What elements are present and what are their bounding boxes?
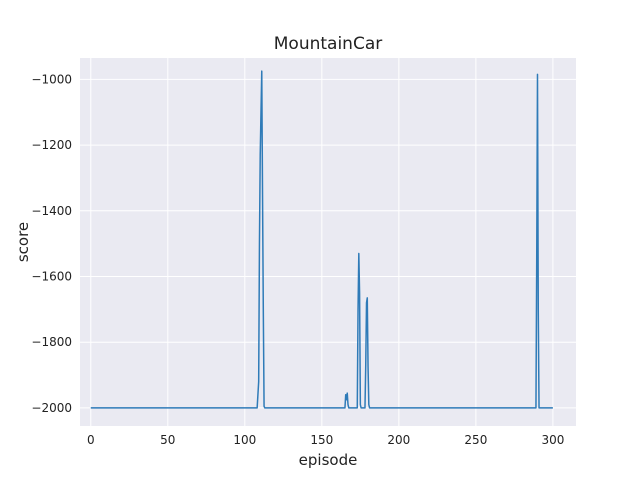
y-tick-label: −1400: [31, 204, 72, 218]
grid: [80, 58, 576, 426]
y-tick-label: −1600: [31, 270, 72, 284]
tick-labels: 0 50 100 150 200 250 300 −2000 −1800 −1600 −1400 −1…: [31, 72, 564, 447]
x-tick-label: 50: [160, 433, 175, 447]
x-tick-label: 150: [310, 433, 333, 447]
y-tick-label: −1200: [31, 138, 72, 152]
plot-area: [80, 58, 576, 426]
x-tick-label: 0: [87, 433, 95, 447]
x-tick-label: 200: [387, 433, 410, 447]
chart-title: MountainCar: [274, 34, 382, 54]
series-line-0: [90, 70, 553, 409]
y-tick-label: −2000: [31, 401, 72, 415]
x-tick-label: 100: [233, 433, 256, 447]
y-tick-label: −1800: [31, 335, 72, 349]
y-axis-label: score: [14, 222, 32, 262]
y-tick-label: −1000: [31, 72, 72, 86]
x-tick-label: 300: [541, 433, 564, 447]
series-layer: [90, 70, 553, 409]
x-axis-label: episode: [299, 451, 358, 469]
x-tick-label: 250: [464, 433, 487, 447]
